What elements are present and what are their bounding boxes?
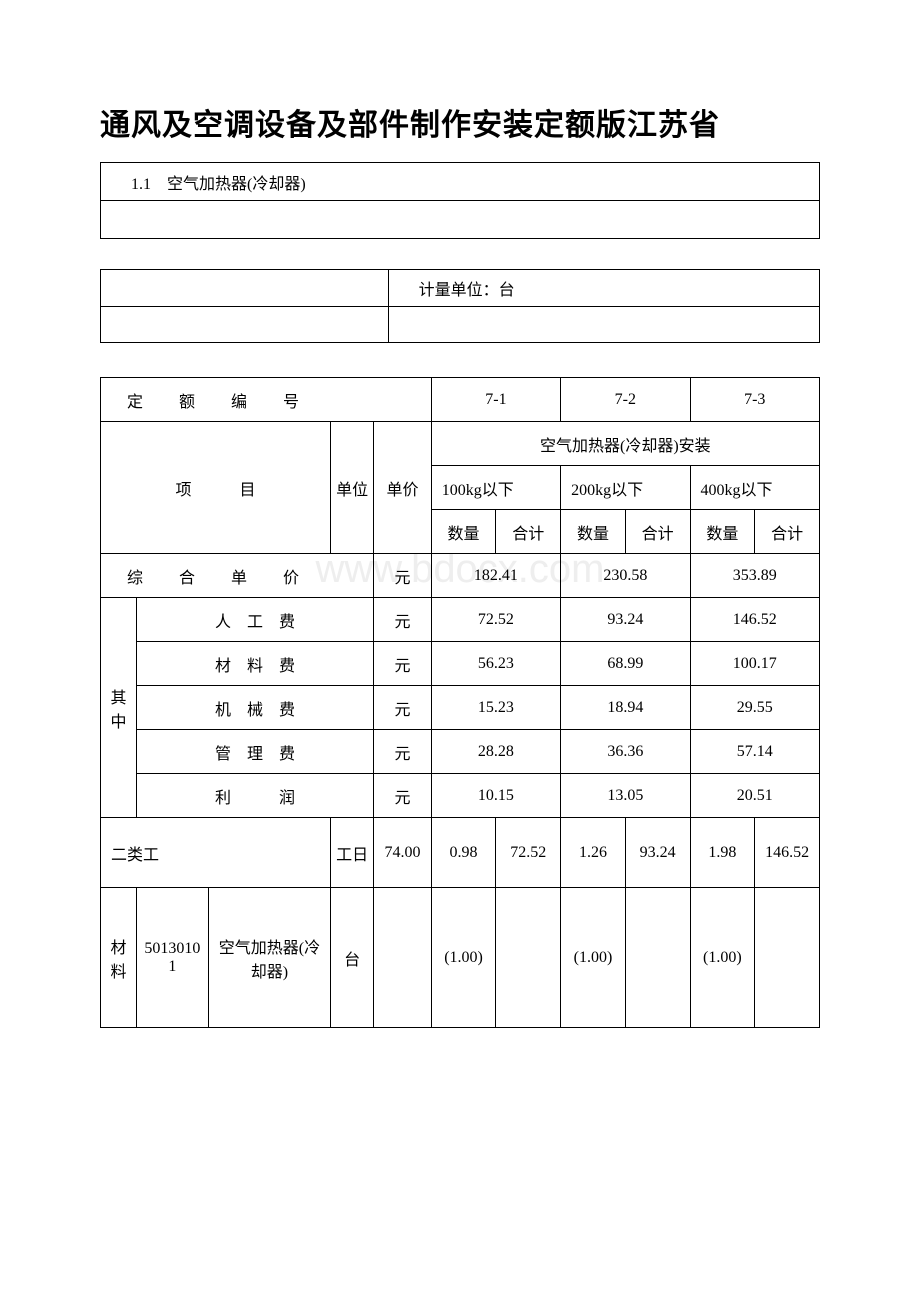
unit-col2: 单价 [374, 422, 432, 554]
profit-v1: 10.15 [431, 774, 560, 818]
weight-2: 200kg以下 [561, 466, 690, 510]
composite-v1: 182.41 [431, 554, 560, 598]
composite-label: 综 合 单 价 [101, 554, 374, 598]
material-v2: 68.99 [561, 642, 690, 686]
composite-v2: 230.58 [561, 554, 690, 598]
sum-3: 合计 [755, 510, 820, 554]
row-worker: 二类工 工日 74.00 0.98 72.52 1.26 93.24 1.98 … [101, 818, 820, 888]
machine-v3: 29.55 [690, 686, 819, 730]
mat-code: 50130101 [136, 888, 208, 1028]
worker-c2s: 93.24 [625, 818, 690, 888]
material-unit: 元 [374, 642, 432, 686]
mat-c3q: (1.00) [690, 888, 755, 1028]
unit-col1: 单位 [331, 422, 374, 554]
mat-c2s [625, 888, 690, 1028]
unit-table: 计量单位：台 [100, 269, 820, 343]
row-profit: 利 润 元 10.15 13.05 20.51 [101, 774, 820, 818]
profit-v2: 13.05 [561, 774, 690, 818]
profit-unit: 元 [374, 774, 432, 818]
profit-v3: 20.51 [690, 774, 819, 818]
unit-empty-left [101, 270, 389, 307]
labor-v1: 72.52 [431, 598, 560, 642]
weight-3: 400kg以下 [690, 466, 819, 510]
composite-v3: 353.89 [690, 554, 819, 598]
mat-unit: 台 [331, 888, 374, 1028]
mat-c2q: (1.00) [561, 888, 626, 1028]
worker-c2q: 1.26 [561, 818, 626, 888]
header-row-codes: 定 额 编 号 7-1 7-2 7-3 [101, 378, 820, 422]
composite-unit: 元 [374, 554, 432, 598]
material-v1: 56.23 [431, 642, 560, 686]
machine-unit: 元 [374, 686, 432, 730]
mat-name: 空气加热器(冷却器) [208, 888, 330, 1028]
manage-v3: 57.14 [690, 730, 819, 774]
worker-c3s: 146.52 [755, 818, 820, 888]
sum-2: 合计 [625, 510, 690, 554]
item-label: 项 目 [101, 422, 331, 554]
row-labor: 其中 人 工 费 元 72.52 93.24 146.52 [101, 598, 820, 642]
breakdown-label: 其中 [101, 598, 137, 818]
mat-c1s [496, 888, 561, 1028]
manage-unit: 元 [374, 730, 432, 774]
code-2: 7-2 [561, 378, 690, 422]
material-label: 材 料 费 [136, 642, 373, 686]
code-3: 7-3 [690, 378, 819, 422]
labor-v3: 146.52 [690, 598, 819, 642]
sum-1: 合计 [496, 510, 561, 554]
worker-unit: 工日 [331, 818, 374, 888]
worker-c1s: 72.52 [496, 818, 561, 888]
qty-3: 数量 [690, 510, 755, 554]
weight-1: 100kg以下 [431, 466, 560, 510]
worker-c3q: 1.98 [690, 818, 755, 888]
qty-2: 数量 [561, 510, 626, 554]
page-title: 通风及空调设备及部件制作安装定额版江苏省 [100, 100, 820, 144]
row-mat: 材料 50130101 空气加热器(冷却器) 台 (1.00) (1.00) (… [101, 888, 820, 1028]
labor-label: 人 工 费 [136, 598, 373, 642]
machine-v1: 15.23 [431, 686, 560, 730]
code-label: 定 额 编 号 [101, 378, 432, 422]
profit-label: 利 润 [136, 774, 373, 818]
section-empty-row [101, 201, 820, 239]
section-label: 1.1 空气加热器(冷却器) [101, 163, 820, 201]
unit-empty-row-r [388, 307, 819, 343]
labor-v2: 93.24 [561, 598, 690, 642]
row-manage: 管 理 费 元 28.28 36.36 57.14 [101, 730, 820, 774]
qty-1: 数量 [431, 510, 496, 554]
worker-price: 74.00 [374, 818, 432, 888]
unit-empty-row-l [101, 307, 389, 343]
row-composite: 综 合 单 价 元 182.41 230.58 353.89 [101, 554, 820, 598]
code-1: 7-1 [431, 378, 560, 422]
worker-label: 二类工 [101, 818, 331, 888]
machine-label: 机 械 费 [136, 686, 373, 730]
manage-v1: 28.28 [431, 730, 560, 774]
row-material: 材 料 费 元 56.23 68.99 100.17 [101, 642, 820, 686]
labor-unit: 元 [374, 598, 432, 642]
header-row-group: 项 目 单位 单价 空气加热器(冷却器)安装 [101, 422, 820, 466]
mat-c3s [755, 888, 820, 1028]
group-title: 空气加热器(冷却器)安装 [431, 422, 819, 466]
manage-label: 管 理 费 [136, 730, 373, 774]
material-v3: 100.17 [690, 642, 819, 686]
row-machine: 机 械 费 元 15.23 18.94 29.55 [101, 686, 820, 730]
section-table: 1.1 空气加热器(冷却器) [100, 162, 820, 239]
machine-v2: 18.94 [561, 686, 690, 730]
manage-v2: 36.36 [561, 730, 690, 774]
main-table: 定 额 编 号 7-1 7-2 7-3 项 目 单位 单价 空气加热器(冷却器)… [100, 377, 820, 1028]
mat-c1q: (1.00) [431, 888, 496, 1028]
worker-c1q: 0.98 [431, 818, 496, 888]
mat-price [374, 888, 432, 1028]
mat-group: 材料 [101, 888, 137, 1028]
unit-label: 计量单位：台 [388, 270, 819, 307]
